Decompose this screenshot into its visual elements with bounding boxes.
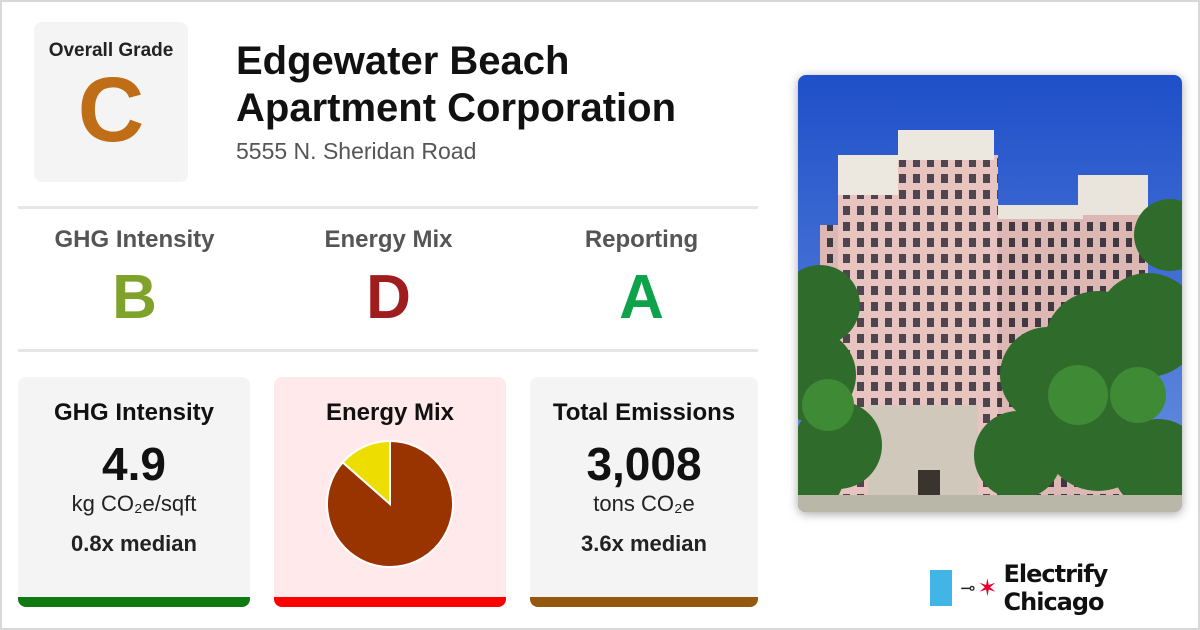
total-card-title: Total Emissions [552,399,736,426]
building-name: Edgewater Beach Apartment Corporation [236,38,756,132]
ghg-card-value: 4.9 [102,438,166,490]
subgrade-energy: Energy Mix D [266,226,511,332]
divider-top [18,206,758,209]
building-photo-illustration [798,75,1182,512]
total-card-value: 3,008 [586,438,702,490]
plug-icon: ⊸ [960,577,976,598]
subgrade-reporting-label: Reporting [584,226,699,253]
subgrade-energy-label: Energy Mix [324,226,453,253]
overall-grade-label: Overall Grade [48,40,174,61]
building-name-line1: Edgewater Beach [236,39,570,83]
ghg-card-median: 0.8x median [71,531,197,556]
building-photo [798,75,1182,512]
overall-grade-letter: C [77,59,145,161]
building-address: 5555 N. Sheridan Road [236,138,477,164]
energy-card-title: Energy Mix [325,399,455,426]
energy-card-accent-bar [274,597,506,607]
chicago-star-icon: ✶ [977,574,998,602]
total-emissions-card: Total Emissions 3,008 tons CO₂e 3.6x med… [530,377,758,607]
energy-mix-pie-chart [326,439,454,568]
subgrade-ghg-label: GHG Intensity [54,226,215,253]
ghg-card-accent-bar [18,597,250,607]
ghg-intensity-card: GHG Intensity 4.9 kg CO₂e/sqft 0.8x medi… [18,377,250,607]
subgrade-ghg: GHG Intensity B [12,226,257,332]
divider-middle [18,349,758,352]
subgrade-ghg-letter: B [112,263,157,332]
subgrade-reporting: Reporting A [519,226,764,332]
total-card-median: 3.6x median [581,531,707,556]
brand-name: Electrify Chicago [1003,560,1109,616]
subgrade-energy-letter: D [366,263,411,332]
pie-slice-1 [341,439,391,507]
total-card-unit: tons CO₂e [593,491,695,516]
subgrade-reporting-letter: A [619,263,664,332]
electrify-chicago-logo: ⊸ ✶ Electrify Chicago [930,560,1200,616]
overall-grade-box: Overall Grade C [34,22,188,182]
logo-color-block [930,570,953,606]
total-card-accent-bar [530,597,758,607]
ghg-card-title: GHG Intensity [53,399,215,426]
ghg-card-unit: kg CO₂e/sqft [71,491,197,516]
building-name-line2: Apartment Corporation [236,86,676,130]
energy-mix-card: Energy Mix [274,377,506,607]
